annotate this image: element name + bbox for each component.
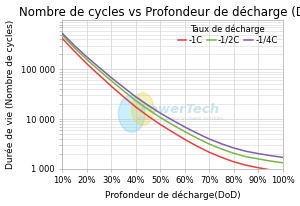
-1C <box>85 62 88 65</box>
-1C <box>281 171 284 173</box>
-1/2C <box>97 69 101 71</box>
-1/4C <box>110 76 113 79</box>
-1/2C <box>61 34 64 36</box>
Ellipse shape <box>118 95 145 132</box>
Title: Nombre de cycles vs Profondeur de décharge (DoD): Nombre de cycles vs Profondeur de déchar… <box>19 6 300 19</box>
-1/2C <box>158 116 162 119</box>
Text: ADVANCED ENERGY STORAGE SYSTEMS: ADVANCED ENERGY STORAGE SYSTEMS <box>137 117 224 121</box>
-1C <box>110 85 113 87</box>
Line: -1C: -1C <box>62 39 283 172</box>
-1/4C <box>220 143 223 145</box>
-1/2C <box>110 80 113 82</box>
-1/2C <box>195 137 199 139</box>
-1/4C <box>281 156 284 159</box>
-1C <box>195 145 199 147</box>
-1/4C <box>244 150 248 152</box>
-1/2C <box>207 143 211 145</box>
-1C <box>244 164 248 166</box>
X-axis label: Profondeur de décharge(DoD): Profondeur de décharge(DoD) <box>105 191 240 200</box>
-1/2C <box>232 152 236 154</box>
-1/2C <box>171 123 174 126</box>
-1/2C <box>268 160 272 162</box>
-1C <box>232 160 236 163</box>
-1/4C <box>268 154 272 157</box>
-1/4C <box>73 44 76 47</box>
-1C <box>97 74 101 76</box>
-1/2C <box>85 58 88 61</box>
-1/2C <box>220 148 223 150</box>
Legend: -1C, -1/2C, -1/4C: -1C, -1/2C, -1/4C <box>175 21 281 48</box>
-1C <box>73 50 76 53</box>
-1/4C <box>195 132 199 135</box>
-1/4C <box>134 96 138 98</box>
-1/4C <box>158 112 162 114</box>
-1C <box>122 96 125 98</box>
Text: PowerTech: PowerTech <box>140 103 220 116</box>
-1C <box>268 169 272 171</box>
-1/2C <box>281 162 284 164</box>
-1/2C <box>183 130 187 133</box>
-1C <box>61 37 64 40</box>
-1C <box>207 151 211 153</box>
-1C <box>183 138 187 141</box>
-1/4C <box>61 32 64 35</box>
-1/2C <box>244 156 248 158</box>
-1/4C <box>85 56 88 58</box>
-1/4C <box>207 138 211 140</box>
-1/2C <box>73 47 76 49</box>
-1/4C <box>97 66 101 69</box>
Line: -1/4C: -1/4C <box>62 33 283 157</box>
Y-axis label: Durée de vie (Nombre de cycles): Durée de vie (Nombre de cycles) <box>6 20 15 169</box>
-1C <box>158 123 162 126</box>
Ellipse shape <box>132 93 154 125</box>
-1C <box>256 166 260 169</box>
-1/2C <box>122 90 125 92</box>
-1/4C <box>122 86 125 89</box>
-1C <box>134 106 138 108</box>
-1C <box>171 131 174 133</box>
-1/4C <box>232 147 236 149</box>
-1/4C <box>256 152 260 155</box>
-1/4C <box>183 126 187 128</box>
-1/4C <box>171 119 174 121</box>
Line: -1/2C: -1/2C <box>62 35 283 163</box>
-1/2C <box>134 99 138 102</box>
-1C <box>220 156 223 159</box>
-1/2C <box>146 108 150 111</box>
-1C <box>146 115 150 117</box>
-1/4C <box>146 104 150 107</box>
-1/2C <box>256 158 260 160</box>
